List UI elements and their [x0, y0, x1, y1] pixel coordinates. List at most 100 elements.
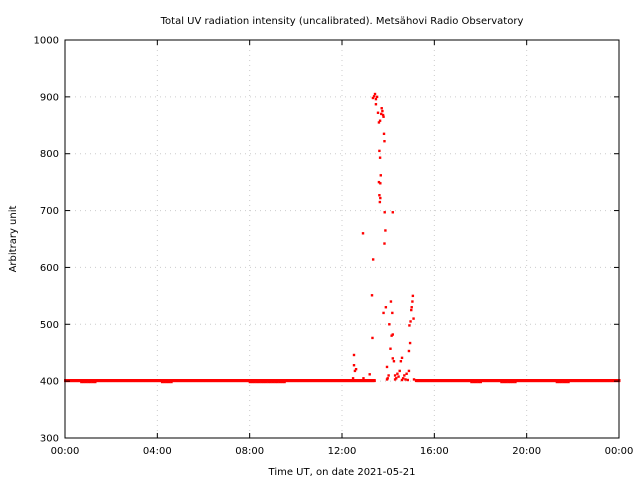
y-tick-label: 700 [40, 206, 59, 217]
data-point [391, 311, 394, 315]
x-tick-label: 08:00 [235, 446, 264, 457]
grid [65, 40, 619, 438]
data-point [384, 229, 387, 232]
chart-title: Total UV radiation intensity (uncalibrat… [160, 16, 524, 27]
data-point [378, 156, 382, 159]
x-tick-label: 00:00 [51, 446, 80, 457]
data-point [411, 294, 415, 298]
data-point [391, 357, 394, 360]
data-point [407, 369, 411, 373]
y-axis-label: Arbitrary unit [8, 206, 19, 273]
data-point [385, 365, 389, 369]
data-point [397, 375, 400, 378]
y-tick-label: 900 [40, 92, 59, 103]
data-point [401, 377, 405, 380]
data-point [353, 369, 357, 373]
data-point [388, 323, 391, 326]
data-point [404, 378, 407, 381]
data-point [399, 360, 403, 363]
data-point [407, 349, 411, 353]
data-point [377, 180, 381, 184]
data-point [374, 97, 378, 101]
data-point [410, 308, 413, 312]
data-point [400, 378, 404, 382]
data-point [362, 377, 365, 380]
data-point [383, 211, 386, 214]
data-point [381, 113, 385, 117]
data-point [378, 194, 381, 197]
data-point [384, 306, 388, 309]
data-point [400, 356, 404, 360]
data-point [408, 324, 411, 327]
y-tick-label: 500 [40, 320, 59, 331]
data-point [376, 111, 380, 114]
data-point [373, 92, 377, 96]
data-point [383, 140, 386, 143]
data-point [372, 95, 376, 98]
y-tick-label: 800 [40, 149, 59, 160]
data-point [352, 353, 356, 357]
x-tick-label: 20:00 [512, 446, 541, 457]
data-point [391, 211, 394, 214]
data-point [378, 200, 382, 204]
data-point [352, 364, 356, 367]
data-point [380, 112, 383, 116]
y-tick-label: 400 [40, 377, 59, 388]
data-point [361, 232, 365, 235]
x-tick-label: 04:00 [143, 446, 172, 457]
y-tick-label: 1000 [34, 36, 59, 47]
x-axis-label: Time UT, on date 2021-05-21 [268, 467, 416, 478]
data-point [374, 103, 378, 106]
x-tick-label: 16:00 [420, 446, 449, 457]
data-point [411, 300, 414, 303]
data-point [405, 372, 408, 375]
data-point [371, 96, 375, 100]
data-point [380, 107, 383, 110]
data-point [368, 373, 371, 376]
data-point [412, 378, 416, 381]
y-tick-label: 300 [40, 434, 59, 445]
data-point [391, 333, 394, 336]
x-axis-ticks: 00:00 04:00 08:00 12:00 16:00 20:00 00:00 [51, 40, 634, 457]
x-tick-label: 12:00 [328, 446, 357, 457]
data-point [379, 174, 382, 177]
data-point [354, 368, 358, 371]
data-point [409, 320, 412, 323]
data-point [392, 360, 396, 363]
baseline-point [373, 379, 376, 383]
data-point [382, 132, 386, 136]
data-point [385, 378, 389, 381]
data-point [381, 109, 384, 113]
data-point [351, 377, 355, 380]
data-point [379, 182, 382, 185]
data-point [371, 258, 375, 261]
data-point [396, 372, 399, 375]
y-axis-ticks: 300 400 500 600 700 800 900 1000 [34, 36, 619, 445]
data-point [403, 374, 406, 377]
x-tick-label: 00:00 [605, 446, 634, 457]
data-point [370, 294, 374, 297]
data-point [371, 336, 374, 340]
y-tick-label: 600 [40, 263, 59, 274]
data-point [389, 347, 392, 350]
data-point [389, 300, 393, 303]
data-point [406, 378, 409, 382]
data-point [408, 341, 412, 345]
data-point [378, 119, 382, 122]
data-point [410, 306, 413, 309]
data-point [379, 196, 382, 200]
plot-frame [64, 39, 620, 439]
data-point [393, 378, 397, 381]
data-point [412, 317, 415, 320]
data-point [375, 95, 379, 99]
data-point [393, 374, 397, 377]
data-point [398, 369, 401, 373]
data-points [64, 92, 621, 384]
data-point [382, 311, 385, 315]
data-point [377, 121, 381, 124]
data-point [382, 115, 385, 118]
data-point [383, 242, 386, 245]
data-point [387, 374, 390, 377]
data-point [378, 149, 381, 153]
